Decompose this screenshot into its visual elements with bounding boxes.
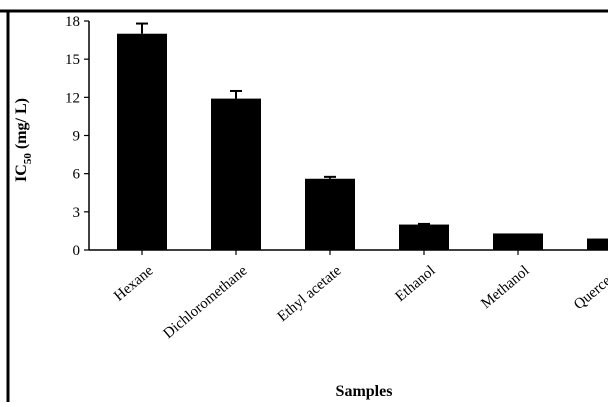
- x-tick-label: Methanol: [478, 263, 532, 312]
- y-tick-label: 6: [73, 167, 81, 183]
- bars: [117, 33, 608, 250]
- y-axis-title-main: IC: [13, 164, 30, 182]
- x-tick-label: Dichloromethane: [161, 263, 251, 342]
- bar-ethyl-acetate: [305, 178, 355, 250]
- error-bars: [136, 22, 430, 225]
- bar-ethanol: [399, 224, 449, 250]
- bar-dichloromethane: [211, 98, 261, 250]
- x-tick-label: Quercetin: [571, 262, 608, 313]
- bar-hexane: [117, 33, 167, 250]
- x-tick-label: Hexane: [111, 263, 157, 305]
- x-tick-labels: Hexane Dichloromethane Ethyl acetate Ethano…: [111, 262, 608, 342]
- y-tick-label: 0: [73, 243, 81, 259]
- y-tick-label: 15: [65, 52, 80, 68]
- y-tick-label: 9: [73, 129, 81, 145]
- bar-quercetin: [587, 238, 608, 250]
- x-tick-label: Ethyl acetate: [275, 263, 345, 326]
- bar-methanol: [493, 233, 543, 250]
- x-axis-title: Samples: [336, 383, 393, 400]
- y-axis-title-unit: (mg/ L): [13, 98, 30, 153]
- y-tick-label: 12: [65, 90, 80, 106]
- y-axis-title: IC50 (mg/ L): [13, 98, 34, 182]
- y-tick-label: 18: [65, 14, 80, 30]
- y-tick-labels: 0 3 6 9 12 15 18: [65, 14, 81, 259]
- x-tick-label: Ethanol: [393, 263, 439, 305]
- y-axis: [84, 20, 90, 251]
- y-tick-label: 3: [73, 205, 81, 221]
- x-axis: [89, 249, 608, 255]
- frame: [0, 9, 608, 402]
- y-axis-title-subscript: 50: [22, 153, 34, 165]
